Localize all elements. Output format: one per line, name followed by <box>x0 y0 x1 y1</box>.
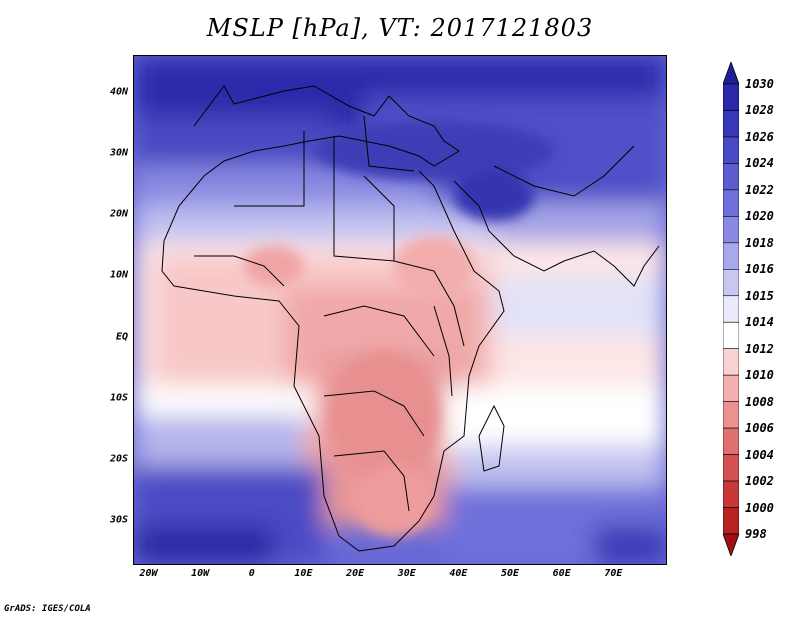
colorbar-level-label: 1006 <box>745 421 774 436</box>
colorbar-level-label: 1015 <box>745 288 774 303</box>
colorbar <box>723 62 739 556</box>
lat-tick-label: 20N <box>109 208 128 220</box>
lon-tick-label: 20E <box>346 568 365 579</box>
colorbar-level-label: 1030 <box>745 77 774 91</box>
footer-credit: GrADS: IGES/COLA <box>4 604 91 614</box>
colorbar-bottom-arrow <box>723 533 739 556</box>
colorbar-swatch <box>723 480 739 508</box>
colorbar-level-label: 1024 <box>745 156 774 171</box>
lat-tick-label: 30N <box>109 147 128 159</box>
lon-tick-label: 10E <box>294 568 313 579</box>
colorbar-level-label: 1016 <box>745 262 774 277</box>
colorbar-level-label: 1026 <box>745 129 774 144</box>
colorbar-swatch <box>723 454 739 482</box>
colorbar-level-label: 1002 <box>745 474 774 489</box>
coastlines <box>161 85 660 552</box>
colorbar-level-label: 1010 <box>745 368 774 383</box>
colorbar-level-label: 1020 <box>745 209 774 224</box>
colorbar-level-label: 1022 <box>745 182 774 197</box>
colorbar-level-label: 1028 <box>745 103 774 118</box>
lon-tick-label: 10W <box>191 568 210 579</box>
colorbar-top-arrow <box>723 62 739 85</box>
lat-tick-label: 40N <box>109 86 128 98</box>
lat-tick-label: 20S <box>109 453 128 465</box>
colorbar-swatch <box>723 189 739 217</box>
colorbar-swatch <box>723 348 739 376</box>
colorbar-swatch <box>723 507 739 535</box>
colorbar-level-label: 1014 <box>745 315 774 330</box>
colorbar-swatch <box>723 163 739 191</box>
pressure-field <box>134 56 666 564</box>
colorbar-swatch <box>723 401 739 429</box>
colorbar-swatch <box>723 321 739 350</box>
lon-tick-label: 40E <box>449 568 468 579</box>
lon-tick-label: 60E <box>552 568 571 579</box>
lon-tick-label: 70E <box>604 568 623 579</box>
lon-tick-label: 50E <box>501 568 520 579</box>
colorbar-level-label: 1004 <box>745 447 774 462</box>
colorbar-level-label: 1000 <box>745 500 774 515</box>
map-title: MSLP [hPa], VT: 2017121803 <box>206 14 594 42</box>
colorbar-swatch <box>723 295 739 323</box>
pressure-map <box>133 55 667 565</box>
lat-tick-label: EQ <box>115 331 128 343</box>
lat-tick-label: 30S <box>109 514 128 526</box>
colorbar-swatch <box>723 110 739 138</box>
colorbar-swatch <box>723 83 739 111</box>
colorbar-swatch <box>723 374 739 402</box>
colorbar-swatch <box>723 136 739 164</box>
lon-tick-label: 30E <box>397 568 416 579</box>
lat-tick-label: 10N <box>109 269 128 281</box>
colorbar-level-label: 998 <box>745 527 767 541</box>
colorbar-swatch <box>723 242 739 270</box>
colorbar-level-label: 1008 <box>745 394 774 409</box>
colorbar-swatch <box>723 268 739 297</box>
colorbar-level-label: 1012 <box>745 341 774 356</box>
lon-tick-label: 0 <box>248 568 255 579</box>
colorbar-level-label: 1018 <box>745 235 774 250</box>
lat-tick-label: 10S <box>109 392 128 404</box>
colorbar-swatch <box>723 216 739 244</box>
colorbar-swatch <box>723 427 739 455</box>
lon-tick-label: 20W <box>139 568 158 579</box>
